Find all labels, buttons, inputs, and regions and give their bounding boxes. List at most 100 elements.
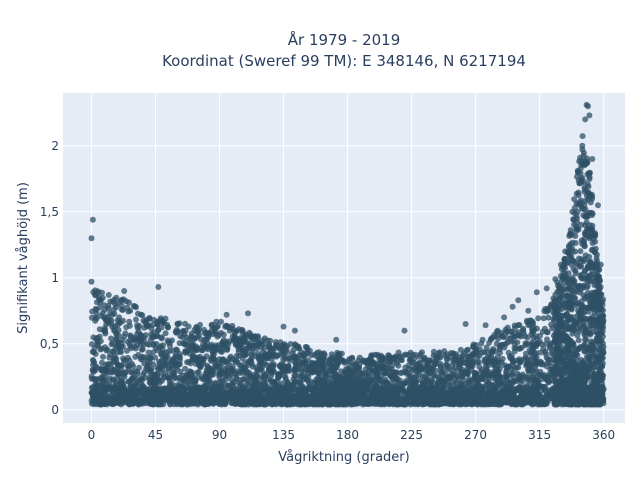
data-point <box>584 296 591 303</box>
data-point <box>483 344 490 351</box>
data-point <box>110 348 116 355</box>
data-point <box>533 368 540 375</box>
data-point <box>579 298 585 304</box>
data-point <box>122 357 129 364</box>
data-point <box>292 360 299 367</box>
data-point <box>589 193 596 200</box>
data-point <box>335 352 342 359</box>
data-point <box>243 377 250 384</box>
data-point <box>197 321 203 328</box>
data-point <box>364 362 371 369</box>
data-point <box>349 361 356 368</box>
data-point <box>571 196 578 203</box>
data-point <box>465 379 472 386</box>
data-point <box>215 332 222 339</box>
data-point <box>589 299 596 306</box>
data-point <box>126 299 132 306</box>
data-point <box>507 328 514 335</box>
data-point <box>589 240 596 246</box>
data-point <box>579 133 586 140</box>
data-point <box>242 331 249 338</box>
data-point <box>114 321 121 328</box>
data-point <box>203 329 210 336</box>
data-point <box>575 337 582 344</box>
data-point <box>251 342 258 349</box>
data-point <box>597 373 604 380</box>
data-point <box>164 324 171 331</box>
data-point <box>235 368 241 375</box>
scatter-points <box>88 101 607 408</box>
data-point <box>182 320 189 327</box>
data-point <box>522 333 528 340</box>
data-point <box>567 231 574 238</box>
data-point <box>581 239 588 246</box>
data-point <box>576 289 583 296</box>
data-point <box>514 370 521 377</box>
data-point <box>535 378 542 385</box>
data-point <box>130 303 137 309</box>
data-point <box>110 306 117 313</box>
data-point <box>263 362 270 368</box>
data-point <box>226 327 233 334</box>
data-point <box>318 351 325 358</box>
data-point <box>313 379 320 386</box>
data-point <box>116 314 123 321</box>
data-point <box>113 335 120 342</box>
data-point <box>223 339 229 345</box>
data-point <box>522 342 529 349</box>
data-point <box>599 360 606 367</box>
data-point <box>182 339 189 346</box>
data-point <box>187 346 193 353</box>
data-point <box>124 347 130 354</box>
data-point <box>152 354 159 361</box>
data-point <box>512 344 519 351</box>
data-point <box>126 318 133 325</box>
data-point <box>387 354 394 361</box>
data-point <box>560 348 567 355</box>
data-point <box>417 351 424 358</box>
data-point <box>249 354 256 361</box>
data-point <box>398 357 405 364</box>
data-point <box>96 333 103 340</box>
data-point <box>314 366 321 373</box>
data-point <box>118 302 125 309</box>
data-point <box>580 152 587 159</box>
data-point <box>132 353 139 360</box>
data-point <box>591 289 598 296</box>
data-point <box>93 315 100 322</box>
data-point <box>284 343 290 350</box>
data-point <box>598 313 605 320</box>
data-point <box>380 379 387 386</box>
data-point <box>584 282 591 289</box>
data-point <box>444 380 451 387</box>
data-point <box>424 361 431 368</box>
data-point <box>210 371 217 378</box>
data-point <box>584 316 591 323</box>
data-point <box>496 346 503 353</box>
data-point <box>582 336 588 343</box>
data-point <box>510 358 517 365</box>
data-point <box>227 353 234 360</box>
data-point <box>440 372 446 379</box>
data-point <box>582 329 589 336</box>
data-point <box>137 341 144 348</box>
data-point <box>569 239 576 246</box>
data-point <box>600 340 606 347</box>
data-point <box>374 351 381 358</box>
data-point <box>547 343 554 350</box>
data-point <box>224 370 231 377</box>
data-point <box>495 335 501 342</box>
data-point <box>99 359 105 366</box>
data-point <box>548 350 555 357</box>
data-point <box>573 319 580 326</box>
data-point <box>593 255 600 262</box>
data-point <box>105 361 112 367</box>
data-point <box>512 324 518 331</box>
data-point <box>578 221 585 228</box>
data-point <box>581 184 588 191</box>
data-point <box>577 344 584 350</box>
data-point <box>430 348 437 355</box>
data-point <box>576 282 583 289</box>
data-point <box>570 326 577 332</box>
data-point <box>483 382 489 389</box>
